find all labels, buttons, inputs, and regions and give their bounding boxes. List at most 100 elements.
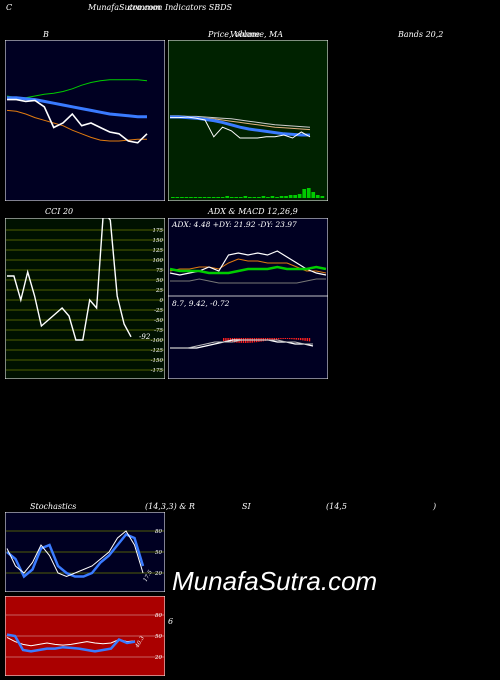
adx-values: ADX: 4.48 +DY: 21.92 -DY: 23.97 [171,220,297,229]
volume-bar [234,197,239,198]
cci-tick-label: -100 [151,338,164,344]
macd-histogram-bar [304,338,306,341]
macd-histogram-bar [306,338,308,342]
cci-tick-label: 100 [153,258,164,264]
volume-bar [306,188,311,198]
macd-histogram-bar [297,338,300,340]
volume-bar [171,197,175,198]
macd-histogram-bar [291,338,293,340]
stoch-last-value: 17.5 [143,569,155,583]
price-ma-label: Price, Volume, MA [208,30,284,39]
volume-bar [261,196,266,198]
macd-histogram-bar [227,338,229,342]
bollinger-lower [6,109,147,142]
price-ma-chart [167,39,329,202]
volume-bar [252,197,257,198]
macd-histogram-bar [284,338,286,339]
volume-bar [189,197,193,198]
bands-label: Bands 20,2 [398,30,444,39]
rsi-tick-label: 50 [155,634,162,640]
stoch-si: SI [242,502,251,511]
stoch-tick-label: 50 [155,550,162,556]
bollinger-price [7,98,148,144]
stoch-tick-label: 80 [155,529,162,535]
bollinger-chart [4,39,166,202]
volume-bar [229,197,234,198]
price-ma-panel [167,39,329,202]
volume-bar [216,197,220,198]
macd-histogram-bar [300,338,302,341]
volume-bar [302,189,307,198]
volume-bar [225,196,230,198]
site-title: MunafaSutra.com [88,3,161,12]
volume-bar [270,196,275,198]
header-title-overlap: common Indicators SBDS [128,3,232,12]
header-left: C [6,3,13,12]
macd-histogram-bar [308,338,311,342]
volume-bar [266,197,270,198]
cci-tick-label: 0 [160,298,164,304]
cci-tick-label: 125 [153,248,164,254]
macd-histogram-bar [289,338,291,340]
volume-bar [297,194,302,198]
rsi-line [6,633,136,653]
volume-bar [320,196,325,198]
cci-tick-label: -25 [154,308,163,314]
stochastics-panel: 80 50 20 17.5 [4,511,166,593]
volume-bar [311,192,316,198]
adx-macd-panel: ADX: 4.48 +DY: 21.92 -DY: 23.97 8.7, 9.4… [167,217,329,380]
price-ma-long [170,115,311,128]
cci-tick-label: -125 [151,348,164,354]
watermark: MunafaSutra.com [172,566,378,596]
volume-bar [315,195,320,198]
cci-last-value: -92 [139,333,151,341]
macd-values: 8.7, 9.42, -0.72 [172,299,230,308]
cci-bg [4,217,166,380]
macd-histogram-bar [280,338,282,340]
volume-bar [275,197,279,198]
macd-histogram-bar [267,338,269,341]
adx-line [169,265,327,275]
volume-bar [180,197,184,198]
volume-bar [288,195,293,198]
cci-tick-label: 50 [156,278,163,284]
price-ma-bg [167,39,329,202]
volume-bar [293,195,297,198]
price-line [170,116,311,139]
volume-bar [198,197,202,198]
stoch-params2: (14,5 [326,502,347,511]
cci-line [7,210,132,341]
cci-label: CCI 20 [45,207,74,216]
stoch-tick-label: 20 [154,571,162,577]
stoch-k-line [6,532,145,579]
cci-tick-label: 175 [153,228,164,234]
macd-histogram-bar [282,338,284,339]
macd-signal [170,339,313,349]
cci-panel: 175 150 125 100 75 50 25 0 -25 -50 -75 -100 -125 -150… [4,210,166,380]
volume-bar [238,197,243,198]
cci-tick-label: 150 [153,238,164,244]
stoch-label: Stochastics [30,502,77,511]
cci-chart: 175 150 125 100 75 50 25 0 -25 -50 -75 -100 -125 -150… [4,210,166,380]
rsi-tick-label: 80 [155,613,162,619]
macd-histogram-bar [275,338,278,340]
bollinger-bg [4,39,166,202]
rsi-tick-label: 20 [154,655,162,661]
volume-bar [248,197,252,198]
cci-tick-label: 75 [156,268,163,274]
volume-bar [184,197,189,198]
macd-histogram-bar [295,338,297,340]
cci-tick-label: 25 [155,288,163,294]
stoch-params: (14,3,3) & R [145,502,195,511]
adx-dashed [170,278,326,284]
volume-bar [207,197,211,198]
macd-histogram-bar [302,338,304,341]
price-ma-overlap: Volume [230,30,260,39]
volume-bar [279,196,284,198]
cci-tick-label: -50 [154,318,163,324]
volume-bar [257,197,261,198]
bollinger-label: B [43,30,49,39]
macd-histogram-bar [225,338,227,342]
volume-bar [243,196,248,198]
